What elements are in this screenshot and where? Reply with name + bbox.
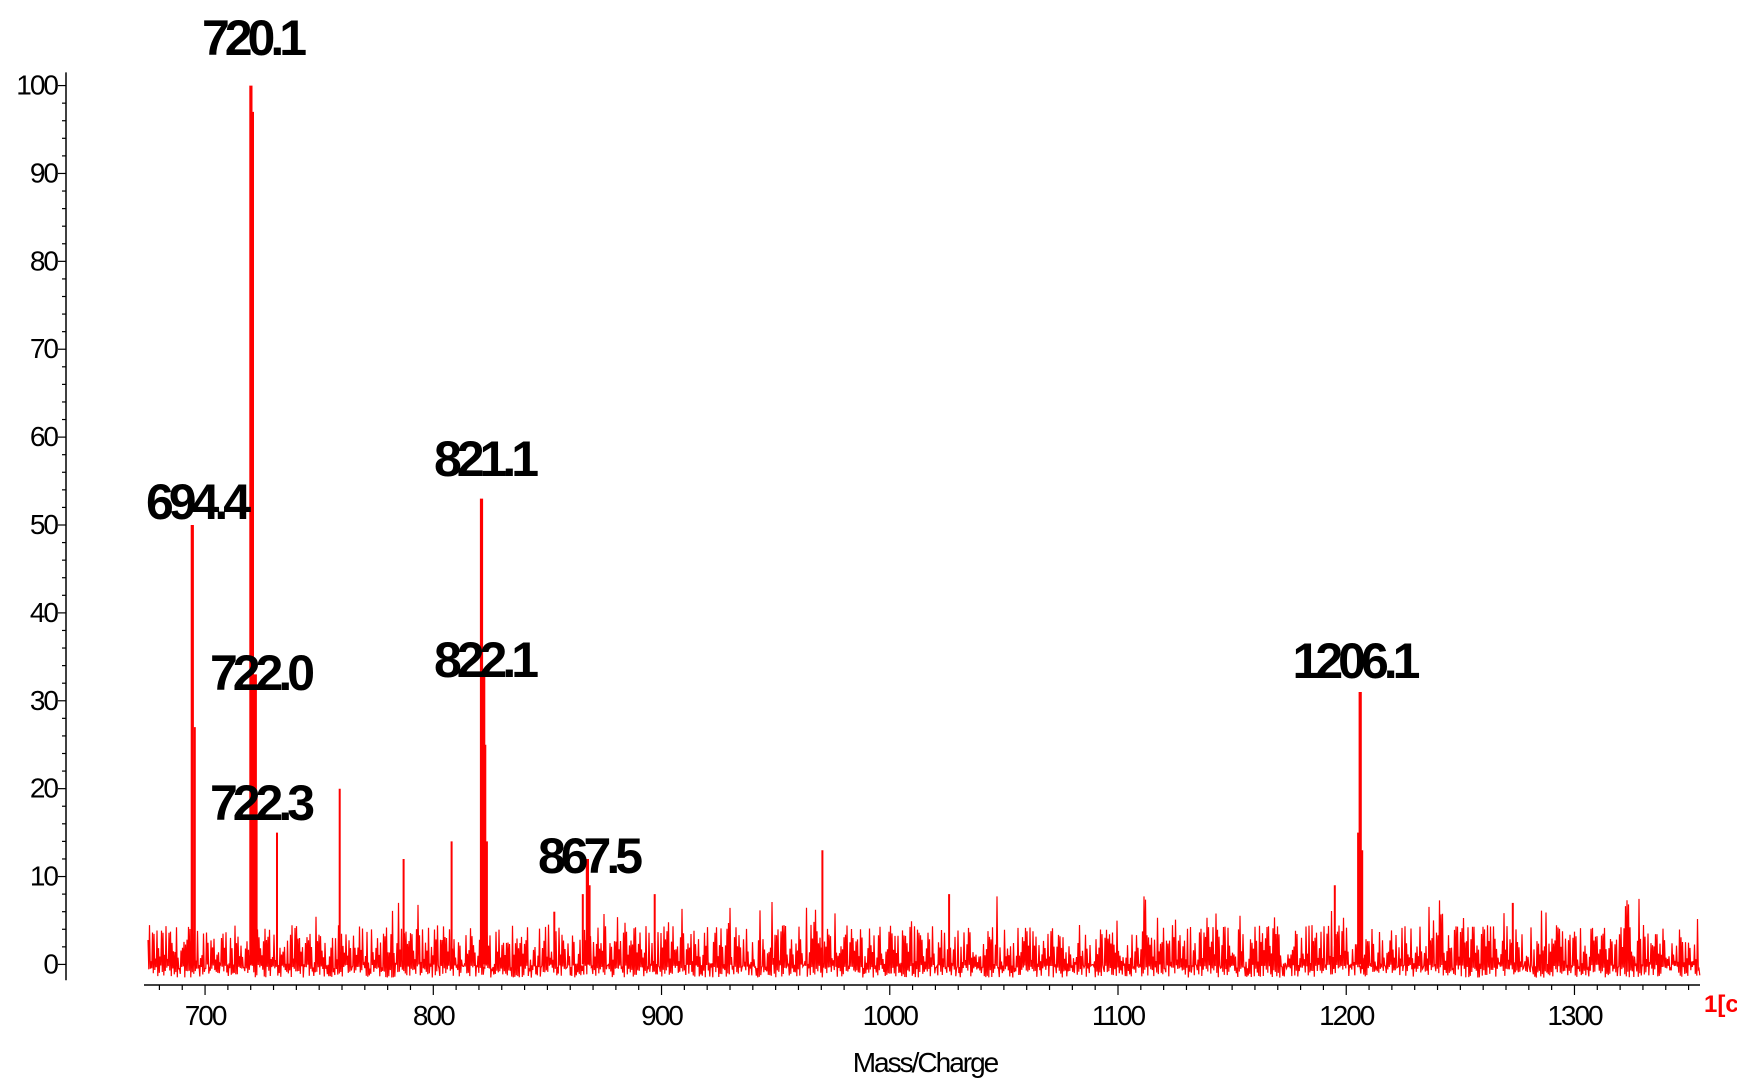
peak-label: 720.1 xyxy=(202,10,306,66)
x-tick-label: 1300 xyxy=(1547,1000,1603,1031)
x-tick-label: 800 xyxy=(413,1000,455,1031)
y-tick-label: 40 xyxy=(30,597,59,628)
y-axis: 0 10 20 30 40 50 60 70 80 90 100 xyxy=(16,70,67,981)
noise-baseline-trace xyxy=(147,896,1701,978)
peak-label: 821.1 xyxy=(434,431,538,487)
peak-label: 722.3 xyxy=(210,775,313,831)
y-tick-label: 100 xyxy=(16,70,58,101)
y-tick-label: 80 xyxy=(30,245,59,276)
x-axis: 700 800 900 1000 1100 1200 1300 xyxy=(144,984,1700,1031)
y-tick-label: 0 xyxy=(43,948,58,979)
peak-lines xyxy=(190,85,1514,965)
peak-label: 694.4 xyxy=(146,474,251,530)
peak-label: 822.1 xyxy=(434,632,538,688)
y-tick-label: 50 xyxy=(30,509,59,540)
spectrum-trace xyxy=(147,85,1701,978)
peak-label: 722.0 xyxy=(210,645,313,701)
x-tick-label: 700 xyxy=(185,1000,227,1031)
y-tick-label: 70 xyxy=(30,333,59,364)
y-tick-label: 10 xyxy=(30,861,59,892)
peak-label: 867.5 xyxy=(538,828,642,884)
x-axis-title: Mass/Charge xyxy=(853,1047,999,1078)
y-tick-label: 30 xyxy=(30,685,59,716)
y-tick-label: 20 xyxy=(30,773,59,804)
x-tick-label: 1000 xyxy=(863,1000,919,1031)
trace-id-tag: 1[c] xyxy=(1704,991,1737,1018)
x-tick-label: 900 xyxy=(641,1000,683,1031)
y-tick-label: 90 xyxy=(30,157,59,188)
y-tick-label: 60 xyxy=(30,421,59,452)
peak-label: 1206.1 xyxy=(1293,633,1420,689)
peak-labels: 720.1 694.4 821.1 722.0 822.1 722.3 867.5 1206.… xyxy=(146,10,1425,884)
x-tick-label: 1100 xyxy=(1092,1000,1146,1031)
x-tick-label: 1200 xyxy=(1319,1000,1375,1031)
